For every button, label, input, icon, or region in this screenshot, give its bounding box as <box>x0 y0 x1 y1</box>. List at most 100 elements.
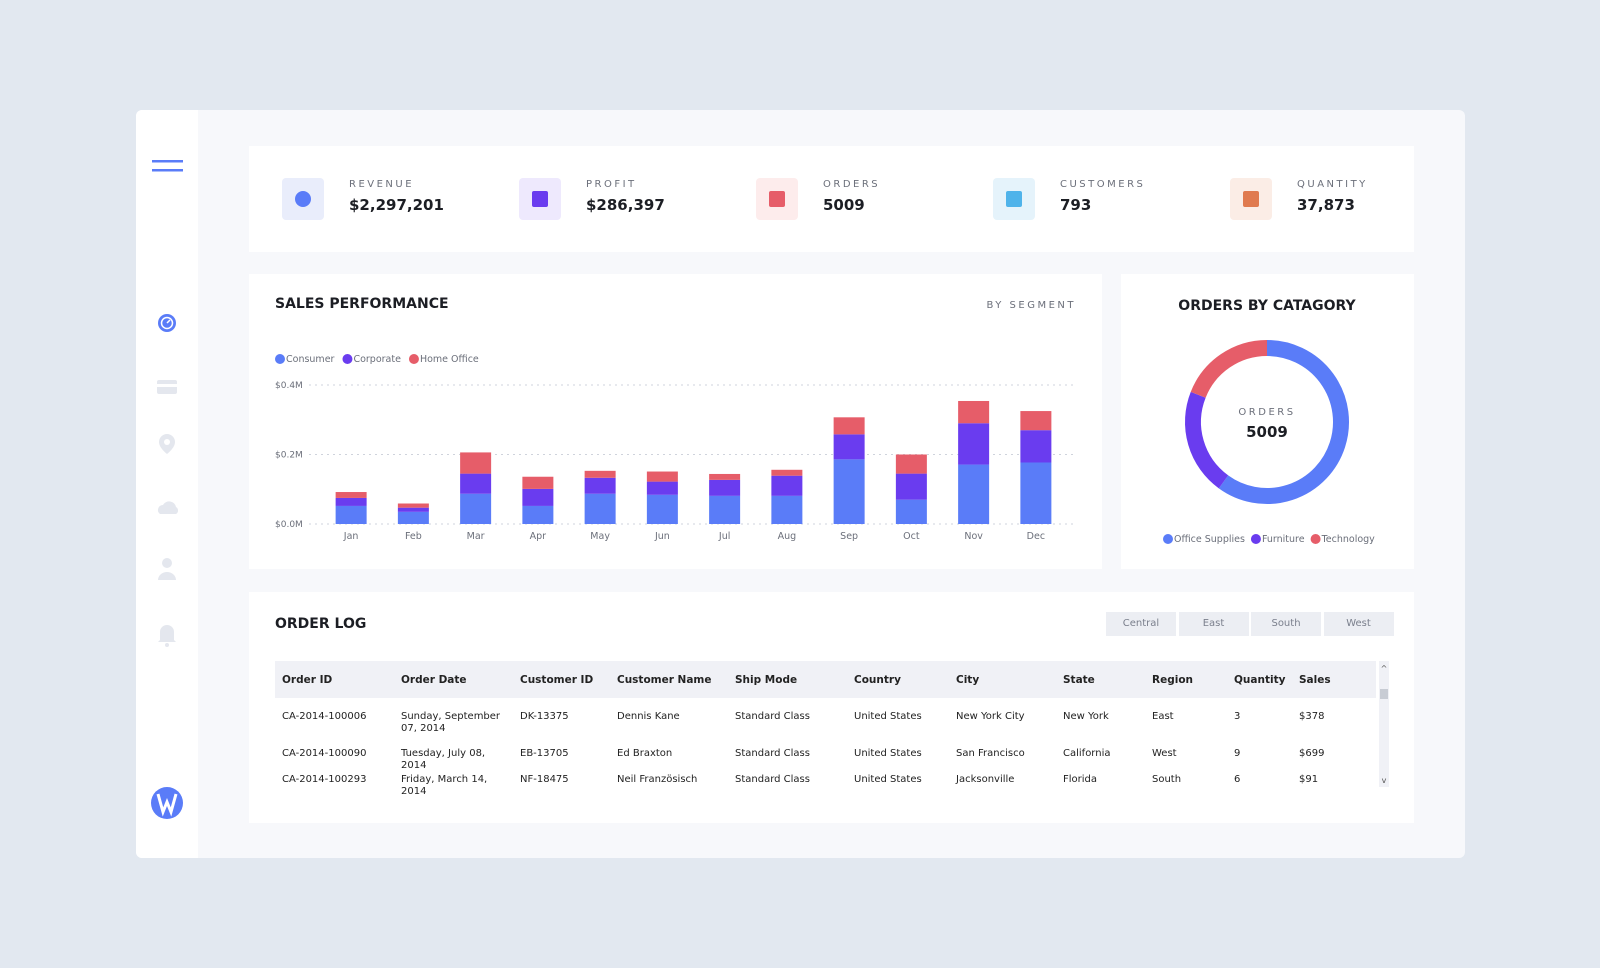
table-cell: United States <box>854 774 922 785</box>
kpi-label: PROFIT <box>586 179 637 190</box>
sales-chart: SALES PERFORMANCE BY SEGMENT $0.0M $0.2M $… <box>275 296 1074 542</box>
bar-segment <box>771 469 803 476</box>
nav-user[interactable] <box>158 558 176 580</box>
legend-label: Home Office <box>420 354 479 365</box>
bar-segment <box>709 479 741 496</box>
kpi-icon <box>282 178 324 220</box>
app-window: REVENUE $2,297,201 PROFIT $286,397 ORDERS 500… <box>136 110 1465 858</box>
column-header: Quantity <box>1234 674 1286 686</box>
sales-panel: SALES PERFORMANCE BY SEGMENT $0.0M $0.2M $… <box>249 274 1102 569</box>
bar-segment <box>895 473 927 500</box>
bar-segment <box>522 505 554 524</box>
kpi-label: CUSTOMERS <box>1060 179 1146 190</box>
bar-segment <box>1020 462 1052 524</box>
nav-cloud[interactable] <box>157 501 179 514</box>
nav-notifications[interactable] <box>158 625 176 647</box>
region-filter[interactable]: West <box>1323 612 1394 636</box>
table-header <box>275 661 1376 698</box>
bar-segment <box>460 493 492 524</box>
bar-segment <box>584 470 616 478</box>
x-tick-label: Nov <box>964 531 983 542</box>
table-cell: CA-2014-100006 <box>282 711 367 722</box>
bar-segment <box>522 488 554 506</box>
bar-segment <box>958 400 990 424</box>
bar-segment <box>646 494 678 524</box>
region-filter[interactable]: Central <box>1106 612 1176 636</box>
bar-segment <box>397 507 429 512</box>
kpi-label: REVENUE <box>349 179 415 190</box>
kpi-value: $286,397 <box>586 196 665 214</box>
legend-swatch <box>1310 534 1321 544</box>
bar-segment <box>460 473 492 494</box>
nav-dashboard[interactable] <box>158 314 176 332</box>
column-header: City <box>956 674 980 686</box>
column-header: Customer Name <box>617 674 712 686</box>
sidebar-icons <box>151 160 183 819</box>
x-tick-label: Jul <box>718 531 730 542</box>
center-label: ORDERS <box>1238 407 1295 418</box>
legend-label: Corporate <box>353 354 401 365</box>
legend-label: Technology <box>1321 534 1376 545</box>
bar-segment <box>833 459 865 524</box>
region-filter[interactable]: East <box>1178 612 1249 636</box>
column-header: Ship Mode <box>735 674 798 686</box>
bar-segment <box>335 492 367 498</box>
region-filter[interactable]: South <box>1251 612 1321 636</box>
x-tick-label: Jan <box>343 531 359 542</box>
chart-title: ORDERS BY CATAGORY <box>1178 298 1356 314</box>
kpi-glyph <box>295 191 311 207</box>
table-cell: New York <box>1063 711 1109 722</box>
nav-cards[interactable] <box>157 380 177 394</box>
bar-segment <box>958 423 990 465</box>
nav-map[interactable] <box>159 434 175 454</box>
x-tick-label: Dec <box>1027 531 1045 542</box>
x-tick-label: Oct <box>903 531 920 542</box>
kpi-label: ORDERS <box>823 179 881 190</box>
table-cell: California <box>1063 748 1111 759</box>
table-cell: Sunday, September 07, 2014 <box>401 711 501 734</box>
bar-segment <box>460 452 492 474</box>
column-header: Region <box>1152 674 1194 686</box>
legend-swatch <box>1163 534 1173 544</box>
panel-title: ORDER LOG <box>275 616 367 632</box>
table-cell: DK-13375 <box>520 711 569 722</box>
bar-segment <box>895 499 927 524</box>
table-cell: Standard Class <box>735 774 810 785</box>
chart-title: SALES PERFORMANCE <box>275 296 449 312</box>
kpi-value: 37,873 <box>1297 196 1355 214</box>
table-cell: East <box>1152 711 1174 722</box>
x-tick-label: Mar <box>467 531 485 542</box>
kpi-icon <box>519 178 561 220</box>
bar-segment <box>397 503 429 508</box>
table-cell: Jacksonville <box>956 774 1015 785</box>
table-cell: 3 <box>1234 711 1241 722</box>
x-tick-label: May <box>590 531 610 542</box>
bar-segment <box>833 434 865 460</box>
table-cell: Tuesday, July 08, 2014 <box>401 748 486 771</box>
table-cell: Standard Class <box>735 711 810 722</box>
kpi-panel: REVENUE $2,297,201 PROFIT $286,397 ORDERS 500… <box>249 146 1414 252</box>
legend-label: Office Supplies <box>1174 534 1245 545</box>
table-cell: 9 <box>1234 748 1241 759</box>
logo <box>151 787 183 819</box>
menu-button[interactable] <box>152 160 183 172</box>
kpi: CUSTOMERS 793 <box>1060 179 1145 214</box>
x-tick-label: Aug <box>778 531 797 542</box>
donut-segment <box>1190 340 1268 398</box>
category-chart: ORDERS BY CATAGORY ORDERS 5009 Office Su… <box>1163 298 1376 545</box>
scrollbar[interactable]: ^ v <box>1379 661 1389 787</box>
kpi-label: QUANTITY <box>1297 179 1368 190</box>
table-cell: United States <box>854 711 922 722</box>
kpi: QUANTITY 37,873 <box>1297 179 1368 214</box>
table-cell: EB-13705 <box>520 748 569 759</box>
x-tick-label: Sep <box>840 531 858 542</box>
table-cell: South <box>1152 774 1182 785</box>
table-cell: CA-2014-100090 <box>282 748 367 759</box>
table-cell: CA-2014-100293 <box>282 774 367 785</box>
bar-segment <box>335 497 367 506</box>
column-header: Order ID <box>282 674 333 686</box>
x-tick-label: Apr <box>530 531 547 542</box>
kpi-icon <box>756 178 798 220</box>
column-header: Sales <box>1299 674 1331 686</box>
